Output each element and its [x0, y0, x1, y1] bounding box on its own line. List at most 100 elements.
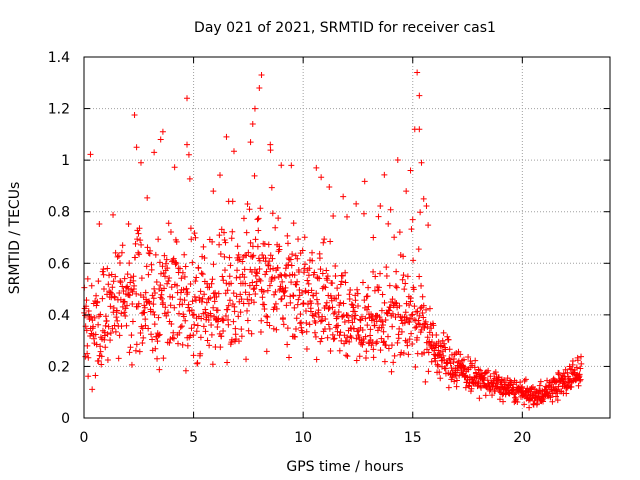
data-point — [358, 313, 365, 320]
data-point — [197, 350, 204, 357]
data-point — [568, 366, 575, 373]
data-point — [220, 327, 227, 334]
data-point — [150, 308, 157, 315]
data-point — [426, 329, 433, 336]
data-point — [157, 294, 164, 301]
data-point — [187, 225, 194, 232]
data-point — [133, 341, 140, 348]
data-point — [393, 268, 400, 275]
data-point — [402, 309, 409, 316]
data-point — [261, 240, 268, 247]
data-point — [569, 358, 576, 365]
data-point — [324, 334, 331, 341]
data-point — [326, 183, 333, 190]
data-point — [170, 329, 177, 336]
data-point — [364, 322, 371, 329]
data-point — [127, 344, 134, 351]
data-point — [95, 278, 102, 285]
data-point — [272, 224, 279, 231]
data-point — [113, 307, 120, 314]
y-tick-label: 1.4 — [48, 50, 70, 66]
data-point — [163, 256, 170, 263]
data-point — [445, 336, 452, 343]
data-point — [262, 271, 269, 278]
data-point — [430, 322, 437, 329]
data-point — [291, 304, 298, 311]
data-point — [448, 365, 455, 372]
data-point — [517, 379, 524, 386]
data-point — [202, 306, 209, 313]
data-point — [313, 296, 320, 303]
data-point — [404, 342, 411, 349]
data-point — [169, 258, 176, 265]
data-point — [168, 321, 175, 328]
data-point — [157, 136, 164, 143]
data-point — [361, 178, 368, 185]
data-point — [121, 275, 128, 282]
data-point — [280, 314, 287, 321]
data-point — [155, 236, 162, 243]
data-point — [124, 271, 131, 278]
data-point — [475, 378, 482, 385]
data-point — [222, 313, 229, 320]
data-point — [511, 391, 518, 398]
data-point — [319, 285, 326, 292]
data-point — [195, 265, 202, 272]
data-point — [374, 338, 381, 345]
data-point — [245, 300, 252, 307]
data-point — [281, 292, 288, 299]
data-point — [194, 359, 201, 366]
y-tick-label: 1 — [61, 153, 70, 169]
data-point — [88, 313, 95, 320]
data-point — [229, 228, 236, 235]
data-point — [568, 383, 575, 390]
data-point — [135, 249, 142, 256]
data-point — [188, 325, 195, 332]
data-point — [251, 172, 258, 179]
data-point — [416, 312, 423, 319]
data-point — [104, 357, 111, 364]
data-point — [209, 276, 216, 283]
data-point — [189, 312, 196, 319]
data-point — [312, 319, 319, 326]
data-point — [267, 141, 274, 148]
data-point — [254, 270, 261, 277]
data-point — [150, 301, 157, 308]
data-point — [257, 205, 264, 212]
data-point — [118, 310, 125, 317]
data-point — [90, 323, 97, 330]
data-point — [299, 289, 306, 296]
data-point — [337, 281, 344, 288]
data-point — [243, 356, 250, 363]
data-point — [211, 298, 218, 305]
x-tick-label: 0 — [80, 430, 89, 446]
data-point — [199, 295, 206, 302]
data-point — [92, 331, 99, 338]
data-point — [425, 349, 432, 356]
data-point — [313, 356, 320, 363]
data-point — [471, 364, 478, 371]
data-point — [271, 274, 278, 281]
data-point — [445, 384, 452, 391]
data-point — [152, 251, 159, 258]
data-point — [208, 280, 215, 287]
data-point — [242, 289, 249, 296]
data-point — [122, 305, 129, 312]
data-point — [451, 378, 458, 385]
data-point — [465, 353, 472, 360]
data-point — [304, 277, 311, 284]
data-point — [111, 322, 118, 329]
data-point — [564, 369, 571, 376]
data-point — [273, 326, 280, 333]
data-point — [271, 291, 278, 298]
data-point — [174, 282, 181, 289]
data-point — [230, 318, 237, 325]
data-point — [184, 289, 191, 296]
data-point — [275, 215, 282, 222]
data-point — [237, 309, 244, 316]
data-point — [244, 307, 251, 314]
data-point — [335, 322, 342, 329]
data-point — [265, 241, 272, 248]
data-point — [251, 105, 258, 112]
data-point — [278, 295, 285, 302]
